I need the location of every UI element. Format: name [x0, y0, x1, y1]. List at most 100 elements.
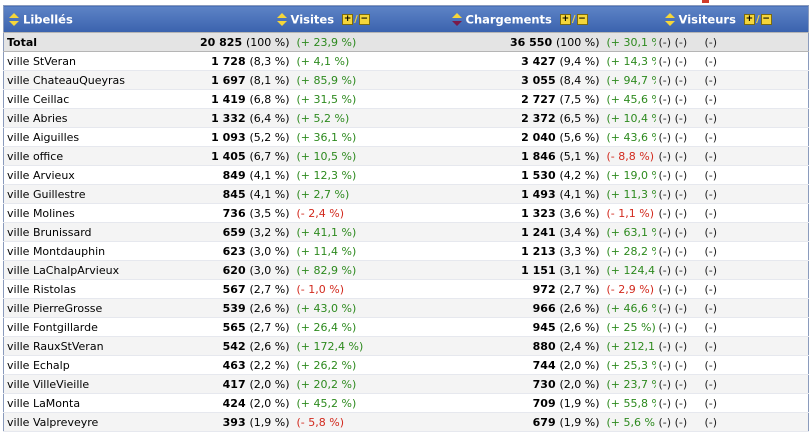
row-label[interactable]: ville PierreGrosse — [3, 298, 161, 318]
chargements-value: 972 (2,7 %) — [450, 279, 604, 299]
row-label[interactable]: ville ChateauQueyras — [3, 70, 161, 90]
visites-evolution: (+ 31,5 %) — [293, 89, 451, 109]
collapse-minus-icon[interactable]: − — [358, 14, 370, 25]
visiteurs-evolution: (-) — [701, 165, 809, 185]
visites-value: 539 (2,6 %) — [160, 298, 294, 318]
row-label[interactable]: ville Montdauphin — [3, 241, 161, 261]
expand-plus-icon[interactable]: + — [559, 14, 571, 25]
chargements-value: 880 (2,4 %) — [450, 336, 604, 356]
chargements-evolution: (+ 30,1 %) — [603, 32, 656, 52]
visites-value: 659 (3,2 %) — [160, 222, 294, 242]
row-label[interactable]: ville RauxStVeran — [3, 336, 161, 356]
visites-value: 620 (3,0 %) — [160, 260, 294, 280]
sort-arrows-icon[interactable] — [664, 12, 676, 27]
table-row: ville LaMonta 424 (2,0 %) (+ 45,2 %) 709 (1… — [3, 393, 809, 413]
expand-plus-icon[interactable]: + — [342, 14, 354, 25]
visites-toggle: + / − — [342, 12, 370, 26]
row-label[interactable]: ville Guillestre — [3, 184, 161, 204]
sort-arrows-active-icon[interactable] — [451, 12, 463, 27]
chargements-value: 709 (1,9 %) — [450, 393, 604, 413]
chargements-value: 1 213 (3,3 %) — [450, 241, 604, 261]
visiteurs-evolution: (-) — [701, 241, 809, 261]
visites-value: 1 405 (6,7 %) — [160, 146, 294, 166]
visiteurs-value: (-) (-) — [655, 32, 702, 52]
visites-evolution: (+ 82,9 %) — [293, 260, 451, 280]
row-label[interactable]: ville Fontgillarde — [3, 317, 161, 337]
chargements-evolution: (+ 5,6 %) — [603, 412, 656, 432]
chargements-evolution: (+ 11,3 %) — [603, 184, 656, 204]
chargements-toggle: + / − — [559, 12, 588, 26]
row-label[interactable]: ville Ristolas — [3, 279, 161, 299]
toggle-slash: / — [354, 14, 358, 25]
chargements-value: 945 (2,6 %) — [450, 317, 604, 337]
visiteurs-value: (-) (-) — [655, 127, 702, 147]
visiteurs-value: (-) (-) — [655, 89, 702, 109]
visiteurs-value: (-) (-) — [655, 374, 702, 394]
visites-evolution: (+ 41,1 %) — [293, 222, 451, 242]
header-libelles-label[interactable]: Libellés — [23, 12, 73, 26]
toggle-slash: / — [755, 14, 760, 25]
chargements-evolution: (+ 25 %) — [603, 317, 656, 337]
visites-evolution: (+ 36,1 %) — [293, 127, 451, 147]
table-row: ville ChateauQueyras 1 697 (8,1 %) (+ 85,9… — [3, 70, 809, 90]
row-label[interactable]: ville office — [3, 146, 161, 166]
row-label[interactable]: ville LaMonta — [3, 393, 161, 413]
chargements-value: 1 530 (4,2 %) — [450, 165, 604, 185]
row-label[interactable]: ville Aiguilles — [3, 127, 161, 147]
row-label[interactable]: ville Molines — [3, 203, 161, 223]
table-row: ville Valpreveyre 393 (1,9 %) (- 5,8 %) 679… — [3, 412, 809, 432]
visites-evolution: (+ 172,4 %) — [293, 336, 451, 356]
row-label[interactable]: ville Valpreveyre — [3, 412, 161, 432]
expand-plus-icon[interactable]: + — [743, 14, 755, 25]
visiteurs-value: (-) (-) — [655, 51, 702, 71]
visiteurs-evolution: (-) — [701, 374, 809, 394]
chargements-evolution: (+ 45,6 %) — [603, 89, 656, 109]
visites-evolution: (+ 10,5 %) — [293, 146, 451, 166]
visiteurs-evolution: (-) — [701, 298, 809, 318]
table-row: ville Montdauphin 623 (3,0 %) (+ 11,4 %) 1 … — [3, 241, 809, 261]
row-label[interactable]: ville VilleVieille — [3, 374, 161, 394]
header-visiteurs-label[interactable]: Visiteurs — [678, 12, 736, 26]
header-chargements-label[interactable]: Chargements — [465, 12, 552, 26]
sort-arrows-icon[interactable] — [8, 12, 20, 27]
table-row: ville LaChalpArvieux 620 (3,0 %) (+ 82,9 %… — [3, 260, 809, 280]
row-label[interactable]: ville Brunissard — [3, 222, 161, 242]
chargements-evolution: (+ 55,8 %) — [603, 393, 656, 413]
chargements-evolution: (+ 28,2 %) — [603, 241, 656, 261]
row-label[interactable]: ville Arvieux — [3, 165, 161, 185]
row-label[interactable]: ville StVeran — [3, 51, 161, 71]
col-header-chargements[interactable]: Chargements + / − — [450, 5, 604, 33]
visiteurs-value: (-) (-) — [655, 298, 702, 318]
row-label[interactable]: ville LaChalpArvieux — [3, 260, 161, 280]
row-label[interactable]: ville Ceillac — [3, 89, 161, 109]
visites-value: 623 (3,0 %) — [160, 241, 294, 261]
collapse-minus-icon[interactable]: − — [576, 14, 588, 25]
table-row: ville VilleVieille 417 (2,0 %) (+ 20,2 %) 7… — [3, 374, 809, 394]
chargements-value: 2 727 (7,5 %) — [450, 89, 604, 109]
visiteurs-evolution: (-) — [701, 355, 809, 375]
visiteurs-value: (-) (-) — [655, 355, 702, 375]
visiteurs-evolution: (-) — [701, 260, 809, 280]
col-header-visites[interactable]: Visites + / − — [160, 5, 451, 33]
visiteurs-toggle: + / − — [743, 12, 772, 26]
visiteurs-value: (-) (-) — [655, 393, 702, 413]
visiteurs-evolution: (-) — [701, 336, 809, 356]
table-row: ville Fontgillarde 565 (2,7 %) (+ 26,4 %) 9… — [3, 317, 809, 337]
header-visites-label[interactable]: Visites — [290, 12, 335, 26]
sort-arrows-icon[interactable] — [276, 12, 288, 27]
visites-value: 463 (2,2 %) — [160, 355, 294, 375]
visites-evolution: (+ 5,2 %) — [293, 108, 451, 128]
visiteurs-value: (-) (-) — [655, 70, 702, 90]
visiteurs-evolution: (-) — [701, 412, 809, 432]
col-header-libelles[interactable]: Libellés — [3, 5, 161, 33]
row-label[interactable]: ville Echalp — [3, 355, 161, 375]
visiteurs-value: (-) (-) — [655, 241, 702, 261]
visites-evolution: (+ 26,4 %) — [293, 317, 451, 337]
collapse-minus-icon[interactable]: − — [760, 14, 772, 25]
visites-value: 1 093 (5,2 %) — [160, 127, 294, 147]
visites-value: 1 332 (6,4 %) — [160, 108, 294, 128]
col-header-visiteurs[interactable]: Visiteurs + / − — [603, 5, 809, 33]
visites-value: 736 (3,5 %) — [160, 203, 294, 223]
row-label[interactable]: ville Abries — [3, 108, 161, 128]
